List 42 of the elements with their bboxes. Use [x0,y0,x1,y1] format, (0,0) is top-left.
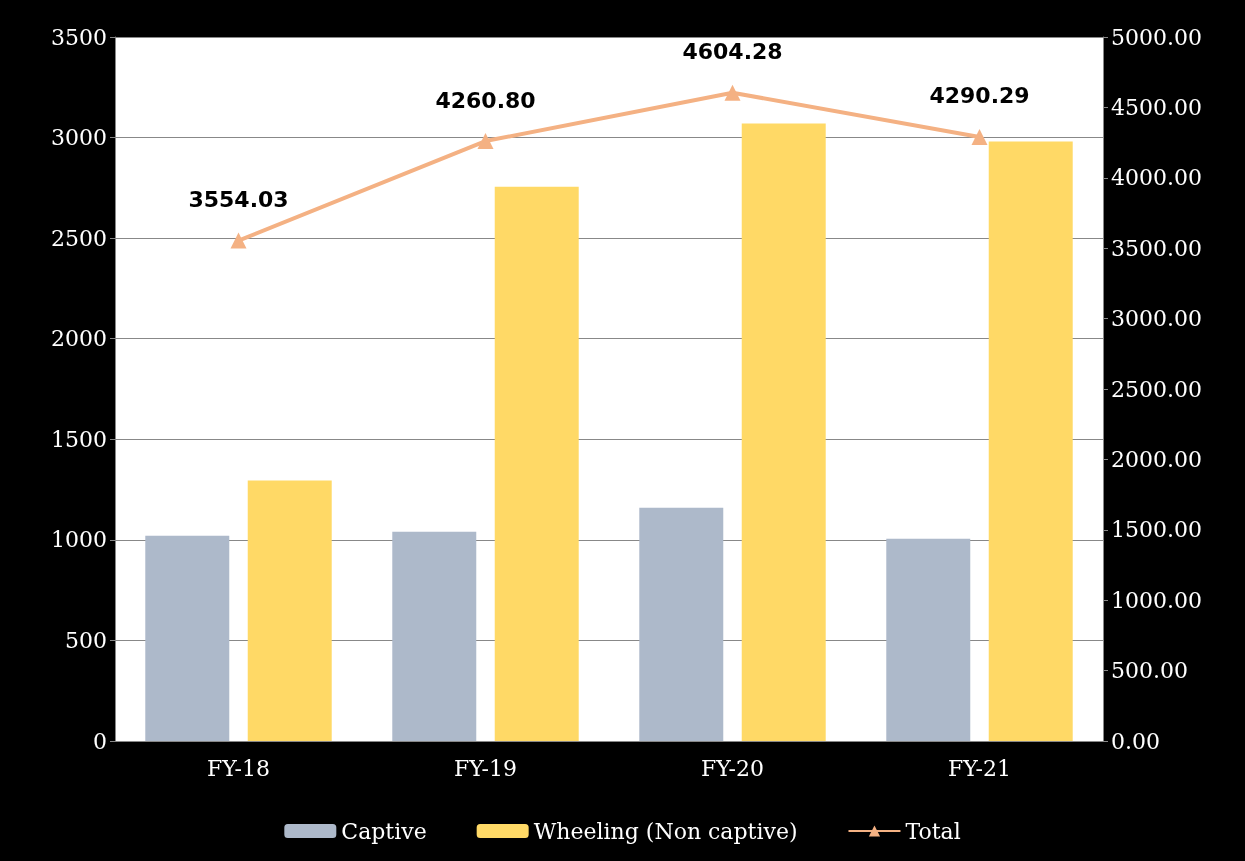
y-tick-label: 1000 [51,527,107,553]
bar [988,141,1073,741]
point [477,133,494,150]
x-tick-label: FY-19 [454,755,517,781]
y2-tick-label: 4500.00 [1111,94,1202,120]
point [971,128,988,145]
y-tick-label: 1500 [51,426,107,452]
y2-tick-label: 2000.00 [1111,446,1202,472]
bar [494,186,579,741]
y2-tick-label: 4000.00 [1111,165,1202,191]
data-label: 4260.80 [435,87,536,113]
data-label: 4604.28 [682,39,783,65]
legend-label: Captive [341,818,427,844]
bar [639,507,724,741]
bar [145,535,230,741]
y2-tick-label: 3500.00 [1111,235,1202,261]
bar [392,531,477,741]
y2-tick-label: 1500.00 [1111,517,1202,543]
data-label: 3554.03 [188,187,289,213]
legend-label: Wheeling (Non captive) [533,818,798,844]
y2-tick-label: 0.00 [1111,728,1160,754]
y-tick-label: 3000 [51,125,107,151]
x-tick-label: FY-21 [948,755,1011,781]
y-tick-label: 500 [65,627,107,653]
point [724,84,741,101]
point [230,232,247,249]
bar [247,480,332,741]
y-tick-label: 2500 [51,225,107,251]
y2-tick-label: 2500.00 [1111,376,1202,402]
x-tick-label: FY-20 [701,755,764,781]
y2-tick-label: 3000.00 [1111,306,1202,332]
y-tick-label: 2000 [51,326,107,352]
y-tick-label: 0 [93,728,107,754]
y2-tick-label: 1000.00 [1111,587,1202,613]
y2-tick-label: 5000.00 [1111,24,1202,50]
y-tick-label: 3500 [51,24,107,50]
bar [886,538,971,741]
y2-tick-label: 500.00 [1111,658,1188,684]
legend-label: Total [905,818,961,844]
bar [741,123,826,741]
x-tick-label: FY-18 [207,755,270,781]
data-label: 4290.29 [929,83,1030,109]
